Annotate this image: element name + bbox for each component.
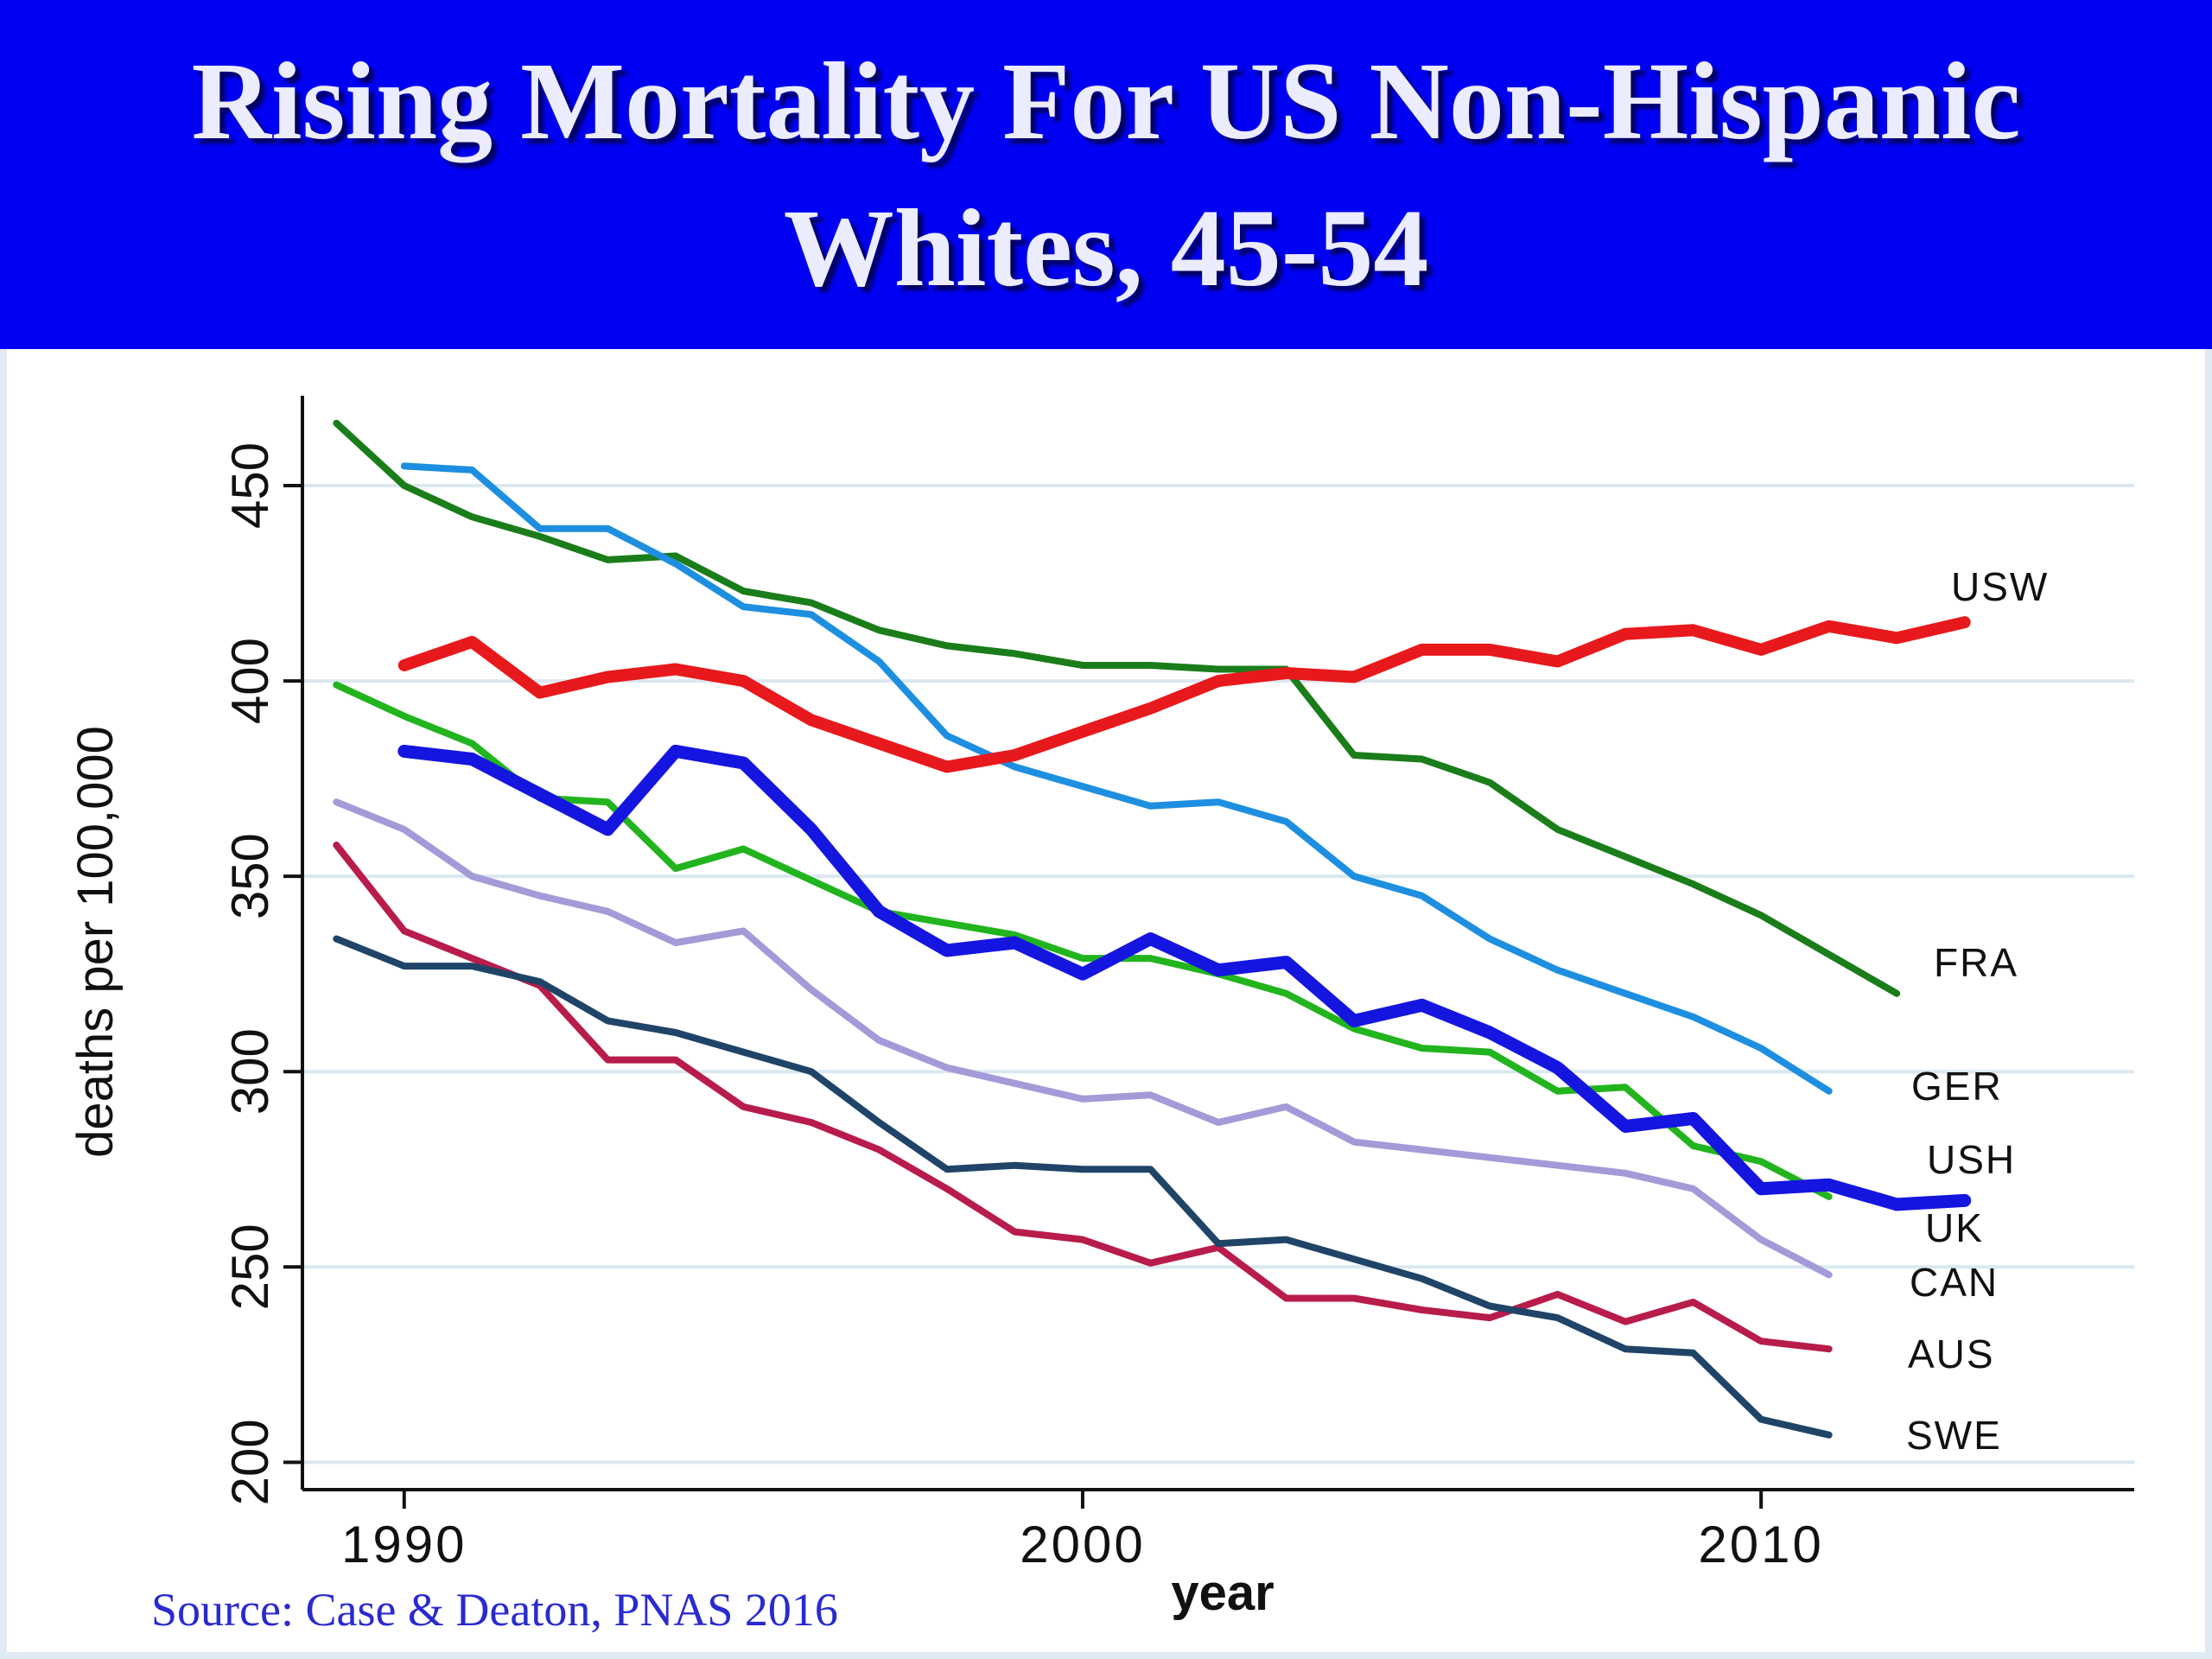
chart-frame bbox=[0, 349, 2212, 1659]
series-line-fra bbox=[333, 419, 1901, 997]
y-tick-label: 300 bbox=[221, 1028, 279, 1115]
x-axis-title: year bbox=[1171, 1565, 1274, 1621]
x-tick-label: 2010 bbox=[1698, 1516, 1823, 1573]
y-tick-label: 450 bbox=[221, 442, 279, 529]
series-line-ger bbox=[400, 462, 1833, 1095]
y-tick-label: 250 bbox=[221, 1224, 279, 1310]
y-axis-title: deaths per 100,000 bbox=[67, 726, 124, 1158]
series-label-ger: GER bbox=[1911, 1064, 2003, 1109]
axes: 200 250 300 350 400 450 1990 2000 2010 bbox=[221, 396, 2134, 1573]
series-line-swe bbox=[333, 935, 1833, 1439]
title-bar: Rising Mortality For US Non-Hispanic Whi… bbox=[0, 0, 2212, 349]
slide-title: Rising Mortality For US Non-Hispanic Whi… bbox=[191, 40, 2021, 309]
series-line-uk bbox=[333, 681, 1833, 1200]
x-tick-label: 2000 bbox=[1020, 1516, 1145, 1573]
x-tick-label: 1990 bbox=[341, 1516, 467, 1573]
series-lines bbox=[333, 419, 1972, 1439]
series-label-ush: USH bbox=[1927, 1137, 2016, 1182]
series-label-uk: UK bbox=[1925, 1205, 1984, 1250]
series-label-swe: SWE bbox=[1906, 1413, 2002, 1458]
gridlines bbox=[302, 483, 2134, 1465]
series-label-can: CAN bbox=[1910, 1260, 1999, 1305]
series-line-ush bbox=[397, 744, 1972, 1211]
source-citation: Source: Case & Deaton, PNAS 2016 bbox=[151, 1584, 838, 1636]
series-label-usw: USW bbox=[1951, 564, 2049, 609]
series-line-usw bbox=[397, 616, 1971, 773]
y-tick-label: 400 bbox=[221, 638, 279, 724]
series-label-aus: AUS bbox=[1908, 1332, 1995, 1376]
series-label-fra: FRA bbox=[1934, 940, 2018, 985]
series-line-aus bbox=[333, 842, 1833, 1353]
y-tick-label: 200 bbox=[221, 1419, 279, 1505]
series-line-can bbox=[333, 798, 1833, 1279]
series-labels: USW FRA GER USH UK CAN AUS SWE bbox=[1906, 564, 2049, 1458]
y-tick-label: 350 bbox=[221, 833, 279, 919]
